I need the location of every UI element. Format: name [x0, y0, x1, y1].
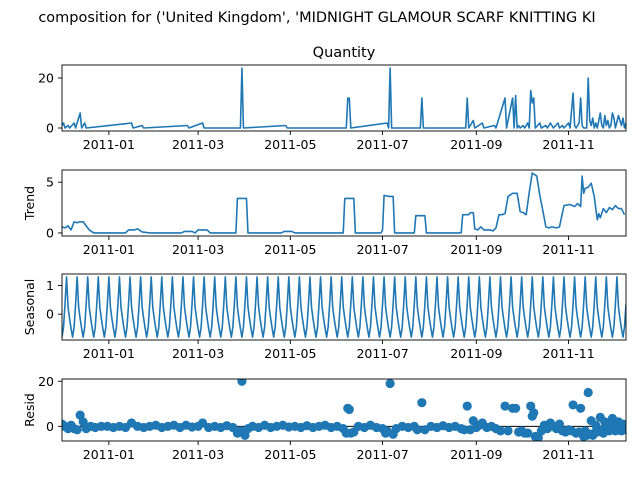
resid-point — [500, 401, 510, 411]
resid-point — [523, 428, 533, 438]
resid-point — [237, 379, 247, 386]
trend-ylabel: Trend — [22, 186, 37, 221]
seasonal-xtick-label: 2011-07 — [356, 346, 408, 361]
seasonal-xtick-label: 2011-09 — [450, 346, 502, 361]
trend-xtick-label: 2011-07 — [356, 242, 408, 257]
resid-xtick-label: 2011-07 — [356, 447, 408, 462]
seasonal-series-line — [62, 276, 626, 338]
resid-point — [417, 398, 427, 408]
seasonal-data — [62, 276, 626, 338]
seasonal-xtick-label: 2011-03 — [172, 346, 224, 361]
trend-xtick-label: 2011-03 — [172, 242, 224, 257]
seasonal-ylabel: Seasonal — [22, 279, 37, 336]
trend-series-line — [62, 172, 626, 234]
resid-xtick-label: 2011-01 — [83, 447, 135, 462]
resid-point — [583, 387, 593, 398]
trend-ytick-label: 5 — [46, 175, 54, 190]
resid-ytick-label: 20 — [38, 374, 54, 389]
panel-seasonal: 2011-01 2011-03 2011-05 2011-07 2011-09 2011-… — [22, 273, 627, 361]
quantity-xtick-label: 2011-07 — [356, 137, 408, 152]
quantity-xtick-label: 2011-11 — [542, 137, 594, 152]
seasonal-ytick-label: 1 — [46, 278, 54, 293]
resid-point — [529, 408, 539, 418]
quantity-ytick-label: 20 — [38, 71, 54, 86]
panel-quantity: 2011-01 2011-03 2011-05 2011-07 2011-09 2011-… — [38, 45, 627, 152]
seasonal-xtick-label: 2011-11 — [542, 346, 594, 361]
quantity-title: Quantity — [313, 45, 376, 61]
resid-xtick-label: 2011-11 — [542, 447, 594, 462]
resid-point — [621, 421, 626, 431]
trend-xtick-label: 2011-09 — [450, 242, 502, 257]
trend-axes-frame — [61, 169, 627, 237]
resid-point — [344, 404, 354, 415]
resid-ytick-label: 0 — [46, 419, 54, 434]
resid-axes-frame — [61, 378, 627, 442]
resid-ylabel: Resid — [22, 393, 37, 427]
quantity-xtick-label: 2011-03 — [172, 137, 224, 152]
trend-xtick-label: 2011-11 — [542, 242, 594, 257]
seasonal-axes-frame — [61, 273, 627, 341]
seasonal-ytick-label: 0 — [46, 307, 54, 322]
resid-point — [511, 403, 521, 413]
trend-ytick-label: 0 — [46, 225, 54, 240]
trend-xtick-label: 2011-05 — [264, 242, 316, 257]
resid-point — [385, 379, 395, 389]
seasonal-xtick-label: 2011-01 — [83, 346, 135, 361]
resid-data — [62, 379, 626, 441]
quantity-ytick-label: 0 — [46, 121, 54, 136]
trend-xtick-label: 2011-01 — [83, 242, 135, 257]
resid-point — [462, 401, 472, 411]
panel-trend: 2011-01 2011-03 2011-05 2011-07 2011-09 2011-… — [22, 169, 627, 257]
resid-point — [495, 426, 506, 436]
figure-suptitle: composition for ('United Kingdom', 'MIDN… — [38, 10, 595, 26]
resid-point — [568, 400, 578, 410]
resid-point — [72, 425, 82, 435]
trend-data — [62, 172, 626, 234]
resid-point — [503, 426, 513, 436]
resid-point — [576, 403, 586, 413]
panel-resid: 2011-01 2011-03 2011-05 2011-07 2011-09 2011-… — [22, 374, 627, 462]
quantity-axes-frame — [61, 64, 627, 132]
resid-xtick-label: 2011-09 — [450, 447, 502, 462]
resid-xtick-label: 2011-03 — [172, 447, 224, 462]
resid-xtick-label: 2011-05 — [264, 447, 316, 462]
quantity-data — [62, 67, 626, 129]
resid-point — [412, 425, 422, 435]
quantity-series-line — [62, 67, 626, 129]
quantity-xtick-label: 2011-09 — [450, 137, 502, 152]
quantity-xtick-label: 2011-05 — [264, 137, 316, 152]
quantity-xtick-label: 2011-01 — [83, 137, 135, 152]
seasonal-xtick-label: 2011-05 — [264, 346, 316, 361]
